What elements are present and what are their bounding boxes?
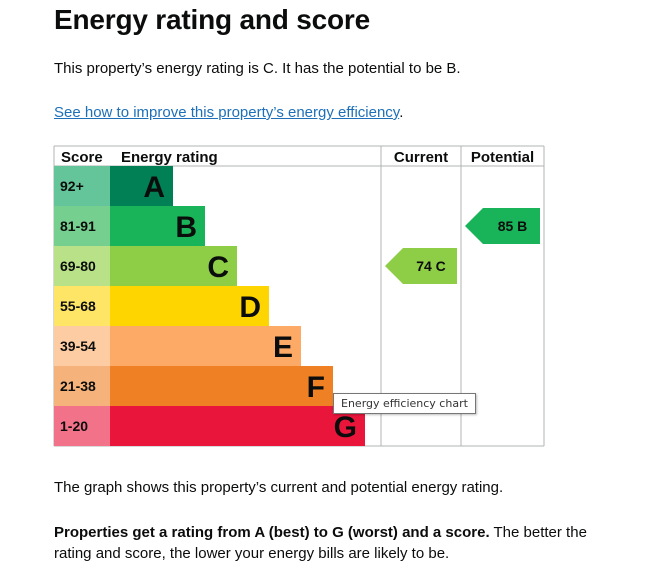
band-letter-a: A — [143, 171, 165, 204]
current-rating-arrow — [385, 248, 457, 284]
rating-bands: 92+ A 81-91 B 69-80 C 55-68 D 39-54 E 21-38 F 1-20 G — [54, 166, 365, 446]
score-range-a: 92+ — [60, 178, 84, 194]
header-score: Score — [61, 149, 103, 166]
current-rating-arrow-label: 74 C — [416, 258, 446, 274]
rating-summary: This property’s energy rating is C. It h… — [54, 60, 461, 77]
band-bar-a — [110, 166, 173, 206]
band-bar-c — [110, 246, 237, 286]
band-bar-f — [110, 366, 333, 406]
band-bar-d — [110, 286, 269, 326]
band-bar-b — [110, 206, 205, 246]
rating-explanation-rest: The better the rating and score, the low… — [54, 524, 587, 562]
score-range-d: 55-68 — [60, 298, 96, 314]
improve-link-suffix: . — [399, 104, 404, 121]
score-range-g: 1-20 — [60, 418, 88, 434]
band-letter-g: G — [334, 411, 357, 444]
score-cell-f — [54, 366, 110, 406]
header-current: Current — [394, 149, 448, 166]
score-range-c: 69-80 — [60, 258, 96, 274]
band-bar-g — [110, 406, 365, 446]
band-letter-f: F — [307, 371, 325, 404]
page-title: Energy rating and score — [54, 4, 370, 35]
header-potential: Potential — [471, 149, 534, 166]
score-cell-e — [54, 326, 110, 366]
score-range-e: 39-54 — [60, 338, 96, 354]
score-cell-d — [54, 286, 110, 326]
band-letter-d: D — [239, 291, 261, 324]
score-cell-c — [54, 246, 110, 286]
score-cell-b — [54, 206, 110, 246]
header-energy-rating: Energy rating — [121, 149, 218, 166]
score-cell-g — [54, 406, 110, 446]
potential-rating-arrow-label: 85 B — [498, 218, 528, 234]
chart-tooltip: Energy efficiency chart — [333, 393, 476, 414]
improve-paragraph: See how to improve this property’s energ… — [54, 104, 403, 121]
band-letter-b: B — [175, 211, 197, 244]
band-letter-c: C — [207, 251, 229, 284]
rating-explanation: Properties get a rating from A (best) to… — [54, 522, 594, 564]
score-range-f: 21-38 — [60, 378, 96, 394]
graph-note: The graph shows this property’s current … — [54, 479, 504, 496]
potential-rating-arrow — [465, 208, 540, 244]
band-letter-e: E — [273, 331, 293, 364]
band-bar-e — [110, 326, 301, 366]
rating-explanation-bold: Properties get a rating from A (best) to… — [54, 524, 490, 541]
score-range-b: 81-91 — [60, 218, 96, 234]
chart-headers: Score Energy rating Current Potential — [61, 149, 534, 166]
rating-arrows: 74 C 85 B — [385, 208, 540, 284]
improve-efficiency-link[interactable]: See how to improve this property’s energ… — [54, 104, 400, 121]
score-cell-a — [54, 166, 110, 206]
